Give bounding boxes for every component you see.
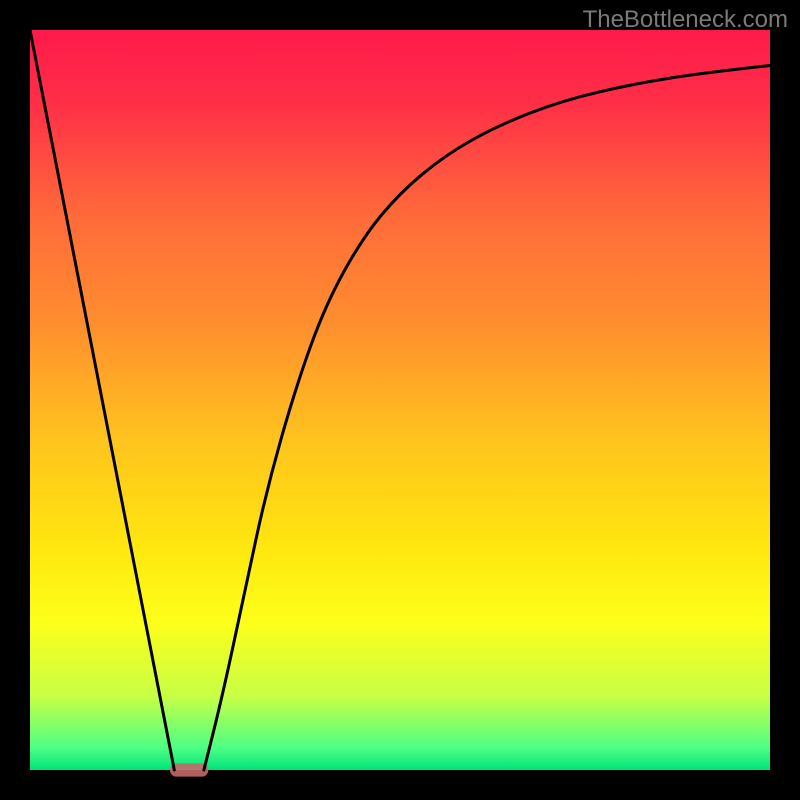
chart-container: { "watermark": { "text": "TheBottleneck.… xyxy=(0,0,800,800)
watermark-text: TheBottleneck.com xyxy=(583,6,788,34)
plot-background xyxy=(30,30,770,770)
bottleneck-chart xyxy=(0,0,800,800)
